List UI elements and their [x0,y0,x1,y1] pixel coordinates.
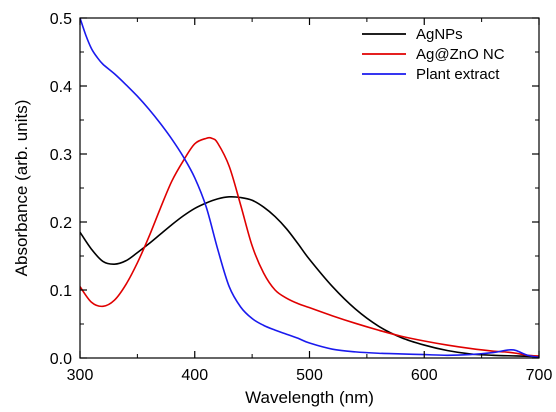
legend-label-ag-zno-nc: Ag@ZnO NC [416,46,505,63]
x-tick-label: 600 [411,367,438,384]
series-line-ag-zno-nc [80,136,539,357]
y-axis-title: Absorbance (arb. units) [12,100,31,277]
y-tick-label: 0.1 [50,283,72,300]
x-axis-title: Wavelength (nm) [245,388,374,407]
y-tick-label: 0.3 [50,147,72,164]
y-tick-label: 0.2 [50,215,72,232]
y-tick-label: 0.0 [50,351,72,368]
y-tick-label: 0.4 [50,79,72,96]
legend-label-agnps: AgNPs [416,26,463,43]
x-tick-label: 300 [67,367,94,384]
axes: 300 400 500 600 700 0.0 0.1 0.2 0.3 0.4 0.5 [50,11,553,384]
x-tick-label: 700 [526,367,553,384]
series-line-plant-extract [80,17,539,358]
legend-label-plant-extract: Plant extract [416,66,500,83]
legend: AgNPs Ag@ZnO NC Plant extract [362,26,505,83]
series-line-agnps [80,195,539,358]
x-tick-label: 500 [296,367,323,384]
x-tick-label: 400 [181,367,208,384]
series-lines [80,17,539,358]
y-tick-label: 0.5 [50,11,72,28]
